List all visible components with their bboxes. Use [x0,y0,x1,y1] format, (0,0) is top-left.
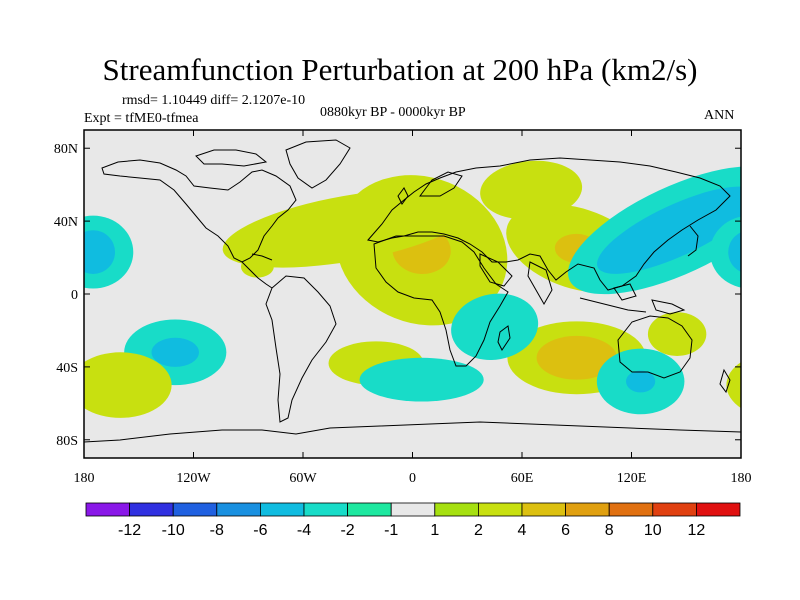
contour-region-northeast-pacific-low-wrap-inner [728,232,741,272]
experiment-label: Expt = tfME0-tfmea [84,111,199,126]
map-axes: 80N 40N 0 40S 80S 180 120W 60W 0 60E 120E 180 [54,130,752,486]
coast-north-america [101,159,297,263]
colorbar-swatch [216,502,261,517]
coast-madagascar [497,325,511,351]
colorbar-swatch [652,502,697,517]
coast-central-america [241,261,273,289]
lon-label: 0 [409,471,416,486]
coast-scandinavia [419,171,463,197]
colorbar-swatch [303,502,348,517]
contour-region-caribbean-high [240,255,274,278]
colorbar-swatch [390,502,436,517]
coast-antarctica [84,421,741,443]
contour-region-south-atlantic-low [359,357,484,402]
colorbar-label: -10 [162,522,185,539]
colorbar-label: -4 [297,522,311,539]
contour-region-australia-high [647,312,707,356]
time-period-label: 0880kyr BP - 0000kyr BP [320,105,466,120]
lon-label: 60E [511,471,534,486]
coast-arabia [479,253,513,287]
coastlines [84,139,741,443]
coast-eurasia [367,157,731,291]
coast-greenland [285,139,351,189]
contour-region-indian-ocean-high-inner [536,335,617,380]
coast-australia [617,315,693,379]
colorbar-swatch [521,502,566,517]
contour-region-southern-ocean-low-inner [626,370,656,393]
coast-indonesia [579,297,647,313]
lon-label: 60W [289,471,317,486]
colorbar-swatch [129,502,174,517]
contour-region-northeast-pacific-low-inner [84,230,116,274]
coast-borneo [613,283,637,301]
colorbar-label: -12 [118,522,141,539]
colorbar-swatch [696,502,741,517]
coast-india [527,261,553,306]
lat-label: 40S [56,361,78,376]
colorbar-swatch [608,502,654,517]
lon-label: 120W [176,471,211,486]
plot-title: Streamfunction Perturbation at 200 hPa (… [102,52,698,87]
lat-label: 0 [71,288,78,303]
coast-new-zealand [719,368,731,394]
colorbar-swatch [565,502,610,517]
colorbar-swatch [85,502,130,517]
colorbar-label: -8 [210,522,224,539]
coast-canadian-islands [195,149,268,167]
colorbar-swatch [172,502,218,517]
colorbar-label: 2 [474,522,483,539]
coast-cuba [251,253,273,261]
lon-label: 180 [731,471,752,486]
contour-region-south-pacific-low-inner [151,337,199,367]
colorbar-swatch [434,502,479,517]
contour-region-north-atlantic-band [222,189,475,268]
lon-label: 120E [617,471,647,486]
contour-region-south-pacific-high-wrap [726,362,741,409]
contour-region-siberia-high [480,160,583,220]
colorbar-label: 8 [605,522,614,539]
contour-region-south-pacific-high [84,352,172,418]
colorbar-label: 1 [430,522,439,539]
contour-region-northeast-pacific-low-wrap [709,216,741,288]
coast-africa [373,235,509,367]
lat-label: 40N [54,215,78,230]
lon-label: 180 [74,471,95,486]
contour-region-madagascar-low [451,293,539,360]
colorbar-label: 6 [561,522,570,539]
coast-british-isles [397,187,409,205]
rmsd-diff-text: rmsd= 1.10449 diff= 2.1207e-10 [122,93,306,108]
colorbar: -12 -10 -8 -6 -4 -2 -1 1 2 4 6 8 10 12 [85,502,741,539]
season-label: ANN [704,108,735,123]
colorbar-label: 4 [518,522,527,539]
contour-fill-layer [84,160,741,418]
colorbar-label: 10 [644,522,662,539]
colorbar-swatch [259,502,305,517]
colorbar-label: -1 [384,522,398,539]
lat-label: 80N [54,142,78,157]
colorbar-swatch [477,502,523,517]
colorbar-label: -6 [253,522,267,539]
colorbar-label: -2 [340,522,354,539]
coast-south-america [265,275,337,423]
coast-japan [687,225,699,257]
coast-new-guinea [651,299,686,315]
colorbar-label: 12 [688,522,706,539]
lat-label: 80S [56,434,78,449]
colorbar-swatch [347,502,392,517]
